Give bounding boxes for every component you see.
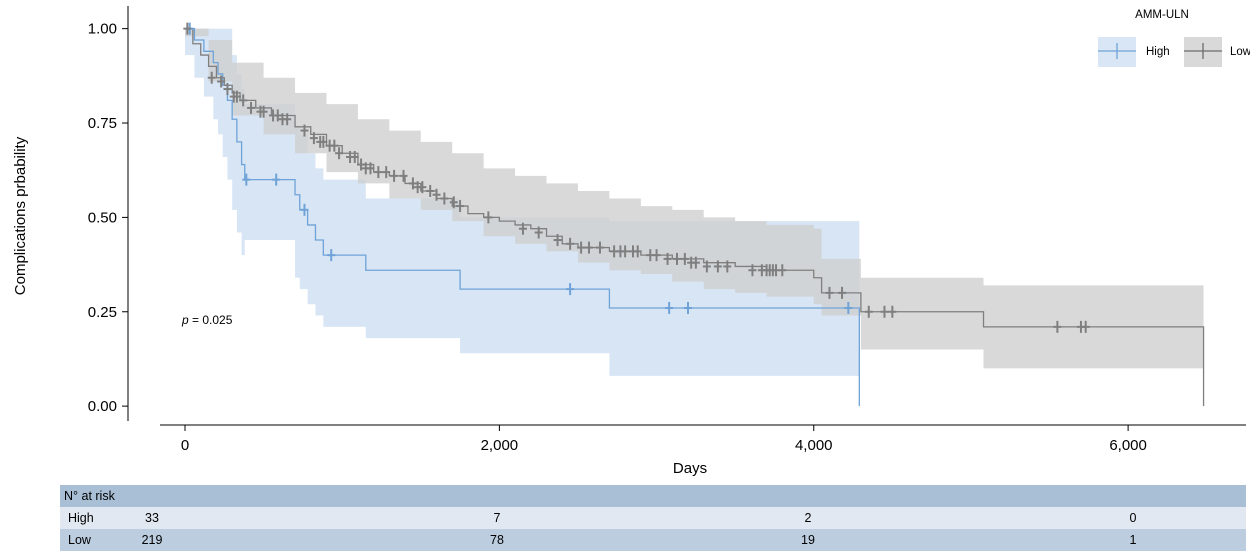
x-tick-label: 0 (181, 437, 189, 454)
p-label: p (181, 313, 189, 327)
risk-cell: 0 (1129, 511, 1137, 525)
survival-curve-high (185, 27, 860, 407)
p-value: = 0.025 (189, 313, 233, 327)
y-tick-label: 0.75 (88, 115, 117, 132)
legend-high-label: High (1146, 46, 1170, 58)
x-tick-label: 6,000 (1109, 437, 1147, 454)
risk-row-label: High (68, 511, 94, 525)
risk-row-low: Low 219 78 19 1 (60, 529, 1246, 551)
risk-cell: 219 (141, 533, 163, 547)
risk-cell: 1 (1129, 533, 1137, 547)
risk-cell: 19 (801, 533, 815, 547)
confidence-band-high (185, 28, 860, 376)
y-tick-label: 1.00 (88, 21, 117, 38)
legend: AMM-ULN High Low (1098, 9, 1250, 67)
risk-row-label: Low (68, 533, 91, 547)
risk-cell: 78 (490, 533, 504, 547)
x-tick-label: 2,000 (481, 437, 519, 454)
x-tick-label: 4,000 (795, 437, 833, 454)
legend-low-label: Low (1230, 46, 1250, 58)
legend-title: AMM-ULN (1135, 9, 1189, 21)
y-tick-label: 0.50 (88, 209, 117, 226)
p-value-annotation: p = 0.025 (181, 313, 233, 327)
risk-cell: 2 (804, 511, 812, 525)
risk-table-title: N° at risk (60, 485, 1246, 507)
risk-table: N° at risk High 33 7 2 0 Low 219 78 19 1 (60, 485, 1246, 551)
x-axis-label: Days (673, 460, 707, 477)
risk-cell: 33 (145, 511, 159, 525)
y-axis-label: Complications prbability (12, 136, 29, 295)
y-tick-label: 0.25 (88, 304, 117, 321)
risk-row-high: High 33 7 2 0 (60, 507, 1246, 529)
survival-curve-low (185, 27, 1205, 407)
risk-cell: 7 (493, 511, 501, 525)
axes: 0.00 0.25 0.50 0.75 1.00 0 2,000 4,000 6,000 (88, 6, 1246, 454)
confidence-bands (185, 28, 1204, 376)
censor-marks (183, 22, 1090, 333)
survival-curves (185, 27, 1205, 407)
confidence-band-low (185, 28, 1204, 369)
y-tick-label: 0.00 (88, 398, 117, 415)
km-chart: 0.00 0.25 0.50 0.75 1.00 0 2,000 4,000 6,000 Com… (12, 6, 1250, 477)
